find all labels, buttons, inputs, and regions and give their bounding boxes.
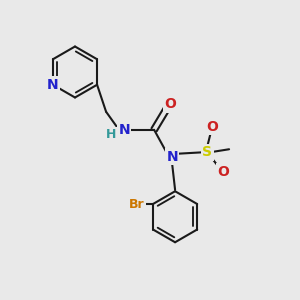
Text: N: N <box>118 123 130 137</box>
Text: S: S <box>202 145 212 159</box>
Text: Br: Br <box>129 197 144 211</box>
Text: O: O <box>207 120 218 134</box>
Text: N: N <box>166 150 178 164</box>
Text: O: O <box>217 165 229 179</box>
Text: H: H <box>105 128 116 141</box>
Text: N: N <box>47 78 59 92</box>
Text: O: O <box>165 97 176 111</box>
